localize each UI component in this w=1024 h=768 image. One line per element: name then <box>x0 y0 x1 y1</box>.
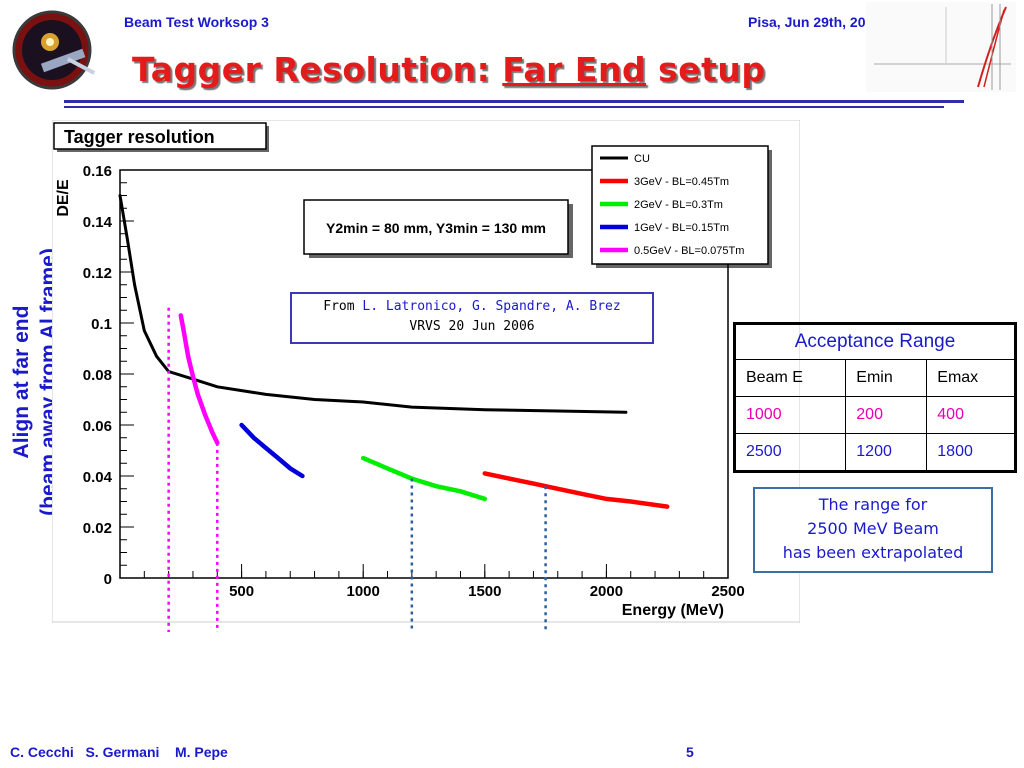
note-line1: The range for <box>818 495 928 514</box>
tagger-resolution-chart: Tagger resolution DE/E Energy (MeV) Y2mi… <box>52 120 800 632</box>
slide-title-underlined: Far End <box>502 50 647 89</box>
slide-title: Tagger Resolution: Far End setup <box>132 50 765 89</box>
table-header-beam-e: Beam E <box>733 359 847 397</box>
note-line3: has been extrapolated <box>782 543 964 562</box>
legend-label: 2GeV - BL=0.3Tm <box>634 199 723 211</box>
table-cell: 400 <box>926 396 1016 434</box>
table-cell: 1000 <box>733 396 847 434</box>
y-tick-label: 0.06 <box>83 418 112 435</box>
series-line-4 <box>178 313 220 446</box>
series-line-2 <box>360 455 488 502</box>
table-row: 1000 200 400 <box>733 396 1016 434</box>
extrapolation-note: The range for 2500 MeV Beam has been ext… <box>753 487 993 573</box>
y-tick-label: 0.1 <box>91 316 112 333</box>
inset-box <box>303 199 569 255</box>
series-line-0 <box>118 194 628 414</box>
x-tick-label: 1000 <box>347 583 380 600</box>
credit-names: L. Latronico, G. Spandre, A. Brez <box>362 299 621 314</box>
y-tick-label: 0.14 <box>83 214 113 231</box>
page-number: 5 <box>686 744 694 760</box>
y-tick-label: 0.12 <box>83 265 112 282</box>
legend-label: CU <box>634 153 650 165</box>
x-tick-label: 2000 <box>590 583 623 600</box>
legend: CU 3GeV - BL=0.45Tm 2GeV - BL=0.3Tm 1GeV - … <box>600 153 744 257</box>
y-axis-label: DE/E <box>55 179 72 217</box>
thumbnail-plot <box>866 2 1016 92</box>
y-tick-label: 0.04 <box>83 469 113 486</box>
title-rule-top <box>64 100 964 103</box>
credit-box: From L. Latronico, G. Spandre, A. Brez V… <box>290 292 654 344</box>
legend-label: 1GeV - BL=0.15Tm <box>634 222 729 234</box>
x-tick-label: 500 <box>229 583 254 600</box>
table-cell: 1800 <box>926 433 1016 472</box>
credit-line2: VRVS 20 Jun 2006 <box>409 319 535 334</box>
acceptance-table: Acceptance Range Beam E Emin Emax 1000 200 4… <box>733 322 1017 473</box>
table-header-emin: Emin <box>845 359 928 397</box>
slide-title-part1: Tagger Resolution: <box>132 50 503 89</box>
chart-title-box <box>53 122 267 150</box>
y-tick-label: 0 <box>104 571 112 588</box>
x-tick-label: 2500 <box>711 583 744 600</box>
y-tick-label: 0.16 <box>83 163 112 180</box>
series-line-3 <box>239 422 305 479</box>
header-right: Pisa, Jun 29th, 2006 <box>748 14 882 30</box>
table-cell: 2500 <box>733 433 847 472</box>
side-label-line1: Align at far end <box>10 305 33 459</box>
title-rule-bottom <box>64 106 944 108</box>
table-header-emax: Emax <box>926 359 1016 397</box>
series-line-1 <box>482 471 670 509</box>
glast-logo <box>6 4 106 96</box>
y-tick-label: 0.08 <box>83 367 112 384</box>
x-axis-label: Energy (MeV) <box>622 602 724 619</box>
chart-title: Tagger resolution <box>64 127 215 147</box>
slide-title-part3: setup <box>646 50 766 89</box>
table-cell: 200 <box>845 396 928 434</box>
legend-label: 0.5GeV - BL=0.075Tm <box>634 245 744 257</box>
header-left: Beam Test Worksop 3 <box>124 14 269 30</box>
y-tick-label: 0.02 <box>83 520 112 537</box>
table-row: 2500 1200 1800 <box>733 433 1016 472</box>
inset-text: Y2min = 80 mm, Y3min = 130 mm <box>326 220 546 236</box>
footer-authors: C. Cecchi S. Germani M. Pepe <box>10 744 228 760</box>
table-title: Acceptance Range <box>734 323 1016 360</box>
legend-label: 3GeV - BL=0.45Tm <box>634 176 729 188</box>
table-cell: 1200 <box>845 433 928 472</box>
x-tick-label: 1500 <box>468 583 501 600</box>
note-line2: 2500 MeV Beam <box>807 519 939 538</box>
credit-prefix: From <box>323 299 363 314</box>
